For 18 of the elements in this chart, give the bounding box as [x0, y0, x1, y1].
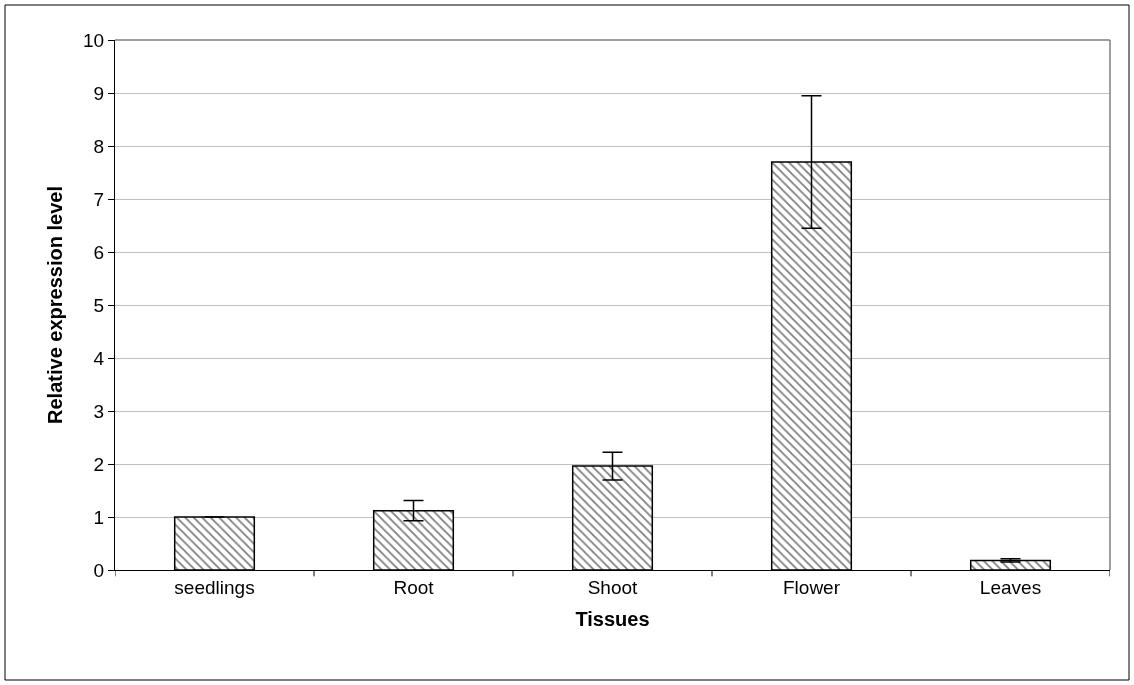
- y-tick-label: 4: [93, 347, 105, 369]
- y-tick-label: 5: [93, 294, 105, 316]
- y-tick-label: 1: [93, 506, 105, 528]
- y-tick-label: 10: [83, 29, 105, 51]
- y-tick-label: 7: [93, 188, 105, 210]
- y-tick-label: 2: [93, 453, 105, 475]
- y-tick-label: 0: [93, 559, 105, 581]
- x-tick-label: seedlings: [174, 576, 255, 598]
- x-tick-label: Leaves: [979, 576, 1042, 598]
- y-tick-label: 9: [93, 82, 105, 104]
- x-tick-label: Root: [393, 576, 435, 598]
- y-tick-label: 8: [93, 135, 105, 157]
- x-axis-title: Tissues: [575, 608, 650, 631]
- y-tick-label: 6: [93, 241, 105, 263]
- x-tick-label: Flower: [782, 576, 841, 598]
- x-tick-label: Shoot: [587, 576, 639, 598]
- y-axis-title: Relative expression level: [43, 186, 66, 424]
- y-tick-label: 3: [93, 400, 105, 422]
